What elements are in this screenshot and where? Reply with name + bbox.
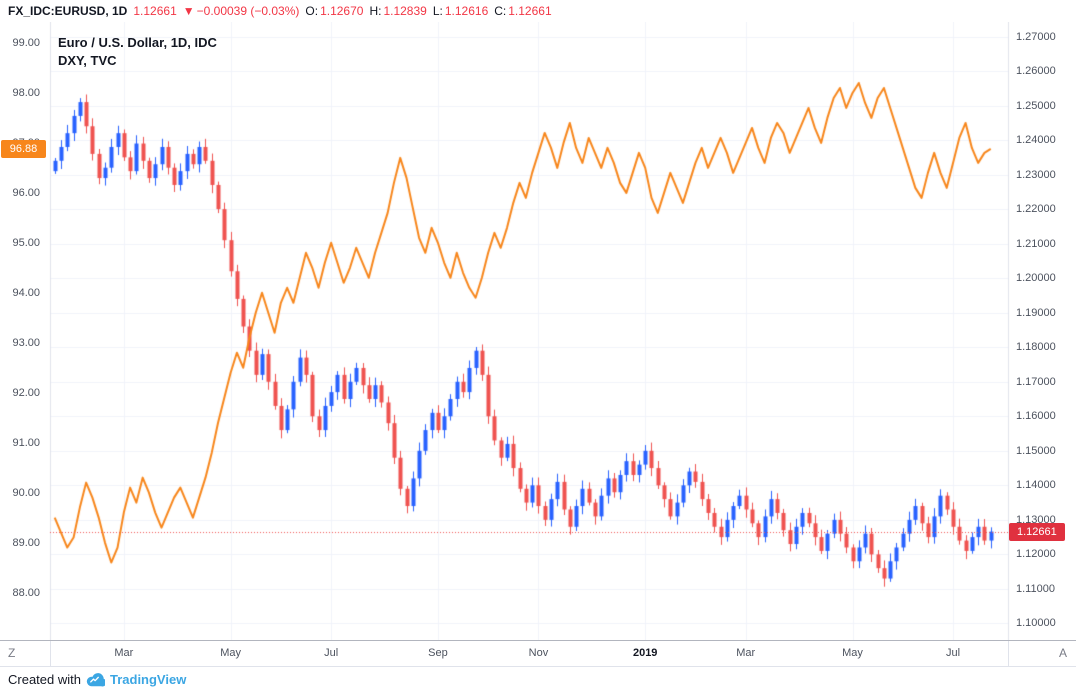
right-axis-tick: 1.24000 xyxy=(1016,134,1056,147)
close-value: 1.12661 xyxy=(508,4,552,18)
price-chart-canvas[interactable] xyxy=(0,22,1076,640)
last-price: 1.12661 xyxy=(133,4,177,18)
time-axis-tick: Nov xyxy=(528,647,549,659)
legend-main-series[interactable]: Euro / U.S. Dollar, 1D, IDC xyxy=(58,35,217,50)
left-axis-tick: 89.00 xyxy=(12,536,40,549)
symbol-header-bar: FX_IDC:EURUSD, 1D 1.12661 ▼ −0.00039 (−0… xyxy=(0,0,1076,22)
time-axis-tick: Jul xyxy=(946,647,961,659)
close-label: C: xyxy=(494,4,507,18)
time-axis-tick: Mar xyxy=(114,647,134,659)
right-axis-tick: 1.25000 xyxy=(1016,99,1056,112)
right-axis-tick: 1.14000 xyxy=(1016,479,1056,492)
right-axis-tick: 1.18000 xyxy=(1016,341,1056,354)
created-with-text: Created with xyxy=(8,672,81,687)
right-axis-tick: 1.15000 xyxy=(1016,444,1056,457)
right-axis-tick: 1.20000 xyxy=(1016,272,1056,285)
right-axis-tick: 1.19000 xyxy=(1016,306,1056,319)
right-axis-tick: 1.22000 xyxy=(1016,203,1056,216)
left-axis-tick: 92.00 xyxy=(12,386,40,399)
high-label: H: xyxy=(369,4,382,18)
chart-legend: Euro / U.S. Dollar, 1D, IDC DXY, TVC xyxy=(58,34,217,70)
left-axis-tick: 95.00 xyxy=(12,236,40,249)
left-axis-tick: 91.00 xyxy=(12,436,40,449)
time-axis-tick: May xyxy=(220,647,241,659)
autoscale-button[interactable]: A xyxy=(1058,646,1067,660)
left-axis-tick: 96.00 xyxy=(12,186,40,199)
time-axis-tick: Jul xyxy=(324,647,339,659)
left-axis-tick: 98.00 xyxy=(12,86,40,99)
price-change: −0.00039 (−0.03%) xyxy=(196,4,300,18)
right-axis-tick: 1.21000 xyxy=(1016,237,1056,250)
left-axis-tick: 90.00 xyxy=(12,486,40,499)
low-label: L: xyxy=(432,4,443,18)
left-axis-tick: 93.00 xyxy=(12,336,40,349)
left-price-axis[interactable]: 88.00 89.00 90.00 91.00 92.00 93.00 94.00 95.00… xyxy=(0,22,46,640)
symbol-title[interactable]: FX_IDC:EURUSD, 1D xyxy=(8,4,128,18)
timezone-button[interactable]: Z xyxy=(8,646,16,660)
right-axis-tick: 1.16000 xyxy=(1016,410,1056,423)
high-value: 1.12839 xyxy=(383,4,427,18)
time-axis-tick: May xyxy=(842,647,863,659)
right-axis-tick: 1.27000 xyxy=(1016,30,1056,43)
right-axis-tick: 1.26000 xyxy=(1016,65,1056,78)
time-axis-tick: 2019 xyxy=(632,647,658,659)
tradingview-logo-icon[interactable] xyxy=(86,672,105,687)
time-axis[interactable]: Z Mar May Jul Sep Nov 2019 Mar May Jul A xyxy=(0,640,1076,666)
right-axis-tick: 1.12000 xyxy=(1016,548,1056,561)
dxy-price-badge: 96.88 xyxy=(1,139,46,158)
left-axis-tick: 88.00 xyxy=(12,586,40,599)
right-price-axis[interactable]: 1.10000 1.11000 1.12000 1.13000 1.14000 1.150… xyxy=(1010,22,1076,640)
open-value: 1.12670 xyxy=(320,4,364,18)
right-axis-tick: 1.11000 xyxy=(1016,582,1055,595)
change-direction-icon: ▼ xyxy=(182,4,195,18)
right-axis-tick: 1.10000 xyxy=(1016,617,1056,630)
low-value: 1.12616 xyxy=(444,4,489,18)
legend-overlay-series[interactable]: DXY, TVC xyxy=(58,53,117,68)
time-axis-right-divider xyxy=(1008,641,1009,666)
right-axis-tick: 1.23000 xyxy=(1016,168,1056,181)
attribution-footer: Created with TradingView xyxy=(0,666,1076,692)
right-axis-tick: 1.17000 xyxy=(1016,375,1056,388)
chart-pane[interactable]: Euro / U.S. Dollar, 1D, IDC DXY, TVC 88.… xyxy=(0,22,1076,640)
tradingview-brand-link[interactable]: TradingView xyxy=(109,672,187,687)
time-axis-tick: Sep xyxy=(428,647,448,659)
time-axis-left-divider xyxy=(50,641,51,666)
time-axis-tick: Mar xyxy=(736,647,756,659)
last-price-badge: 1.12661 xyxy=(1009,522,1065,541)
left-axis-tick: 94.00 xyxy=(12,286,40,299)
left-axis-tick: 99.00 xyxy=(12,36,40,49)
open-label: O: xyxy=(305,4,319,18)
